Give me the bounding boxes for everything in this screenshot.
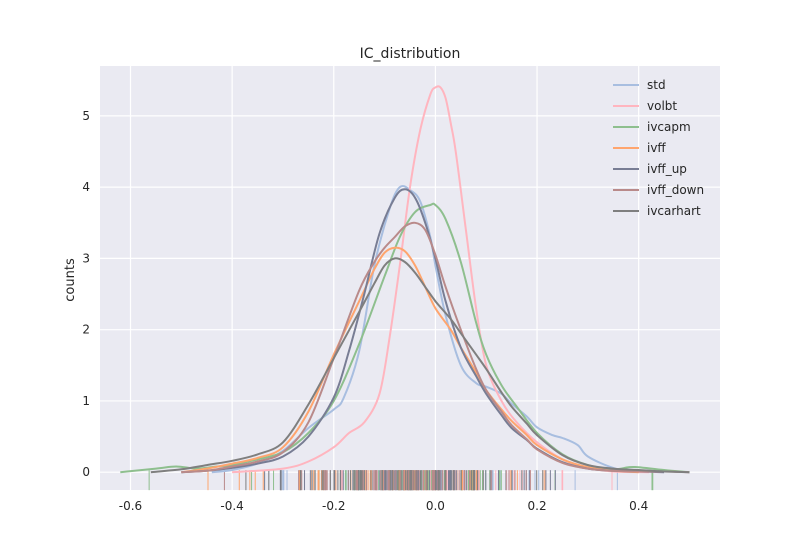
x-tick-label: 0.2 — [528, 499, 547, 513]
series-line-ivcarhart — [150, 257, 690, 474]
series-line-ivff_down — [181, 221, 690, 474]
rug-marks — [148, 470, 654, 491]
x-tick-label: 0.4 — [629, 499, 648, 513]
y-tick-label: 4 — [82, 180, 90, 194]
legend-label: ivcapm — [647, 120, 691, 134]
y-tick-label: 1 — [82, 394, 90, 408]
y-tick-label: 2 — [82, 323, 90, 337]
legend: std volbt ivcapm ivff ivff_up ivff_downivcarh… — [613, 78, 704, 218]
legend-label: ivff — [647, 141, 666, 155]
x-tick-label: -0.6 — [119, 499, 142, 513]
y-tick-label: 5 — [82, 109, 90, 123]
x-tick-label: -0.4 — [220, 499, 243, 513]
y-tick-label: 0 — [82, 465, 90, 479]
x-tick-label: -0.2 — [322, 499, 345, 513]
legend-label: ivcarhart — [647, 204, 701, 218]
series-line-volbt — [232, 85, 649, 474]
legend-label: volbt — [647, 99, 677, 113]
legend-label: ivff_up — [647, 162, 687, 176]
x-axis-ticks: -0.6 -0.4 -0.2 0.0 0.2 0.4 — [119, 499, 648, 513]
y-axis-label: counts — [63, 258, 78, 302]
x-tick-label: 0.0 — [426, 499, 445, 513]
legend-label: ivff_down — [647, 183, 704, 197]
chart-title: IC_distribution — [360, 46, 461, 62]
plot-area — [100, 66, 720, 490]
series-lines — [120, 85, 690, 474]
y-tick-label: 3 — [82, 251, 90, 265]
series-line-std — [211, 184, 639, 474]
legend-label: std — [647, 78, 666, 92]
y-axis-ticks: 0 1 2 3 4 5 — [82, 109, 90, 479]
